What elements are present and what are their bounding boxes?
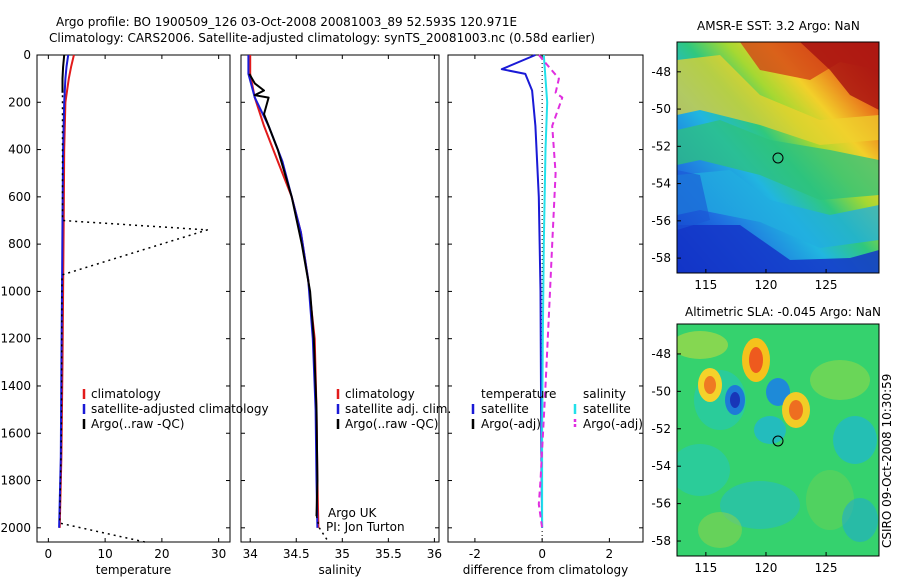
difference-panel: -2 0 2 difference from climatology temperatu… — [447, 54, 644, 577]
legend-label: Argo(-adj) — [583, 417, 643, 431]
series-line — [248, 73, 319, 517]
legend-label: Argo(..raw -QC) — [345, 417, 438, 431]
sla-map: Altimetric SLA: -0.045 Argo: NaN 1 — [651, 305, 881, 575]
salinity-panel: 34 34.5 35 35.5 36 salinity climatologysatelli… — [240, 54, 451, 577]
temperature-panel: 0 200 400 600 800 1000 1200 1400 1600 1800 2000 0 10… — [0, 48, 268, 577]
y-tick-label: 200 — [8, 95, 31, 109]
map-x-tick-label: 120 — [755, 278, 778, 292]
legend-label: satellite — [583, 402, 631, 416]
map-y-tick-label: -50 — [651, 102, 671, 116]
series-line — [247, 55, 319, 528]
plot-frame — [447, 54, 644, 543]
map-y-tick-label: -54 — [651, 459, 671, 473]
map-x-tick-label: 115 — [694, 561, 717, 575]
map-y-tick-label: -56 — [651, 214, 671, 228]
legend-label: salinity — [583, 387, 626, 401]
sst-map: AMSR-E SST: 3.2 Argo: NaN 115 120 125 -48 -5… — [651, 19, 880, 292]
y-tick-label: 1200 — [0, 332, 31, 346]
x-tick-label: 35.5 — [375, 547, 402, 561]
y-tick-label: 1000 — [0, 284, 31, 298]
figure-title-line2: Climatology: CARS2006. Satellite-adjuste… — [49, 31, 595, 45]
map-y-tick-label: -58 — [651, 534, 671, 548]
series-line — [61, 54, 66, 93]
map-x-tick-label: 125 — [815, 278, 838, 292]
legend-label: temperature — [481, 387, 556, 401]
legend-label: Argo(-adj) — [481, 417, 541, 431]
x-tick-label: 0 — [45, 547, 53, 561]
x-tick-label: 30 — [211, 547, 226, 561]
x-tick-label: 35 — [335, 547, 350, 561]
x-axis-label: difference from climatology — [463, 563, 629, 577]
series-line — [541, 54, 549, 528]
map-y-tick-label: -48 — [651, 65, 671, 79]
map-y-tick-label: -54 — [651, 177, 671, 191]
map-y-tick-label: -50 — [651, 384, 671, 398]
y-tick-label: 800 — [8, 237, 31, 251]
x-tick-label: -2 — [469, 547, 481, 561]
series-line — [58, 54, 70, 528]
sst-map-title: AMSR-E SST: 3.2 Argo: NaN — [697, 19, 860, 33]
map-y-tick-label: -48 — [651, 347, 671, 361]
legend-label: satellite — [481, 402, 529, 416]
sst-map-field — [677, 42, 879, 273]
figure-title-line1: Argo profile: BO 1900509_126 03-Oct-2008… — [56, 15, 517, 29]
y-tick-label: 1800 — [0, 474, 31, 488]
plot-frame — [240, 54, 440, 543]
x-tick-label: 36 — [427, 547, 442, 561]
y-tick-label: 2000 — [0, 521, 31, 535]
sla-profile-marker — [772, 435, 784, 447]
map-y-tick-label: -52 — [651, 422, 671, 436]
series-line — [537, 54, 564, 528]
x-tick-label: 0 — [538, 547, 546, 561]
x-tick-label: 10 — [97, 547, 112, 561]
y-tick-label: 1400 — [0, 379, 31, 393]
x-axis-label: temperature — [96, 563, 171, 577]
series-line — [315, 515, 330, 543]
legend-label: satellite adj. clim. — [345, 402, 451, 416]
sla-map-title: Altimetric SLA: -0.045 Argo: NaN — [685, 305, 881, 319]
legend-label: climatology — [345, 387, 415, 401]
y-tick-label: 0 — [23, 48, 31, 62]
sst-profile-marker — [772, 152, 784, 164]
legend-label: climatology — [91, 387, 161, 401]
plot-frame — [36, 54, 231, 543]
map-y-tick-label: -52 — [651, 139, 671, 153]
sla-map-field — [677, 324, 879, 556]
legend-label: Argo(..raw -QC) — [91, 417, 184, 431]
x-tick-label: 2 — [606, 547, 614, 561]
argo-credit: Argo UK — [328, 506, 377, 520]
series-line — [500, 54, 544, 528]
y-tick-label: 600 — [8, 190, 31, 204]
series-line — [58, 95, 209, 543]
legend-label: satellite-adjusted climatology — [91, 402, 269, 416]
x-tick-label: 34.5 — [283, 547, 310, 561]
y-tick-label: 1600 — [0, 426, 31, 440]
map-x-tick-label: 120 — [755, 561, 778, 575]
pi-credit: PI: Jon Turton — [326, 520, 405, 534]
csiro-timestamp: CSIRO 09-Oct-2008 10:30:59 — [880, 374, 894, 548]
map-x-tick-label: 115 — [694, 278, 717, 292]
x-tick-label: 20 — [154, 547, 169, 561]
x-tick-label: 34 — [243, 547, 258, 561]
map-x-tick-label: 125 — [815, 561, 838, 575]
x-axis-label: salinity — [318, 563, 361, 577]
y-tick-label: 400 — [8, 143, 31, 157]
map-y-tick-label: -58 — [651, 251, 671, 265]
map-y-tick-label: -56 — [651, 497, 671, 511]
